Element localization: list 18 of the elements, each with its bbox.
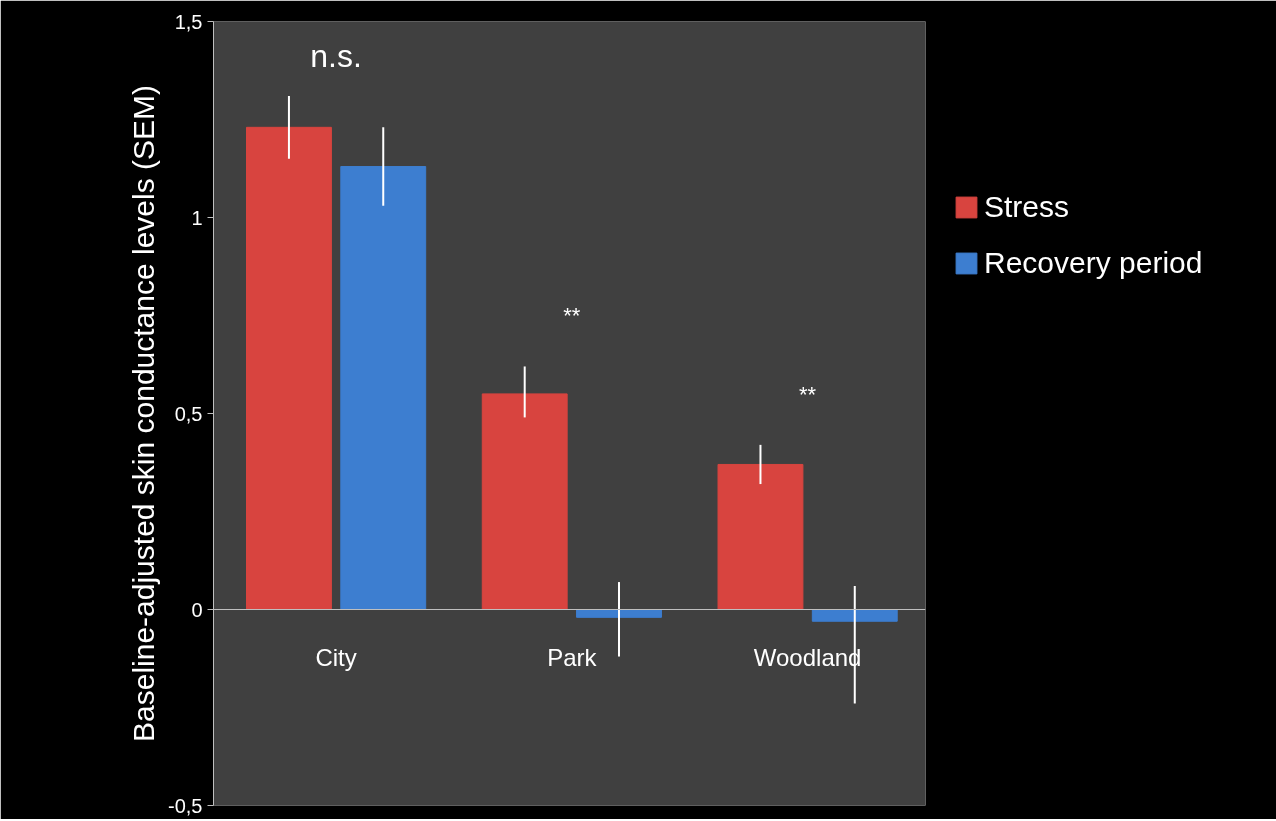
y-tick-label: 0,5: [174, 402, 203, 425]
bar: [246, 126, 332, 610]
bar: [717, 463, 804, 610]
y-axis-title: Baseline-adjusted skin conductance levels (SEM): [127, 85, 161, 742]
y-tick-label: -0,5: [168, 794, 203, 817]
bar: [481, 393, 568, 610]
y-tick-label: 0: [191, 598, 203, 621]
annotation: n.s.: [310, 37, 362, 74]
x-tick-label: Park: [547, 643, 598, 671]
x-tick-label: City: [315, 643, 357, 671]
y-tick-label: 1,5: [174, 10, 203, 33]
bar: [340, 166, 427, 610]
bar: [811, 609, 898, 622]
legend-label: Stress: [984, 190, 1070, 224]
y-tick-label: 1: [191, 206, 203, 229]
annotation: **: [799, 381, 817, 407]
annotation: **: [563, 303, 581, 329]
legend-label: Recovery period: [984, 246, 1203, 280]
